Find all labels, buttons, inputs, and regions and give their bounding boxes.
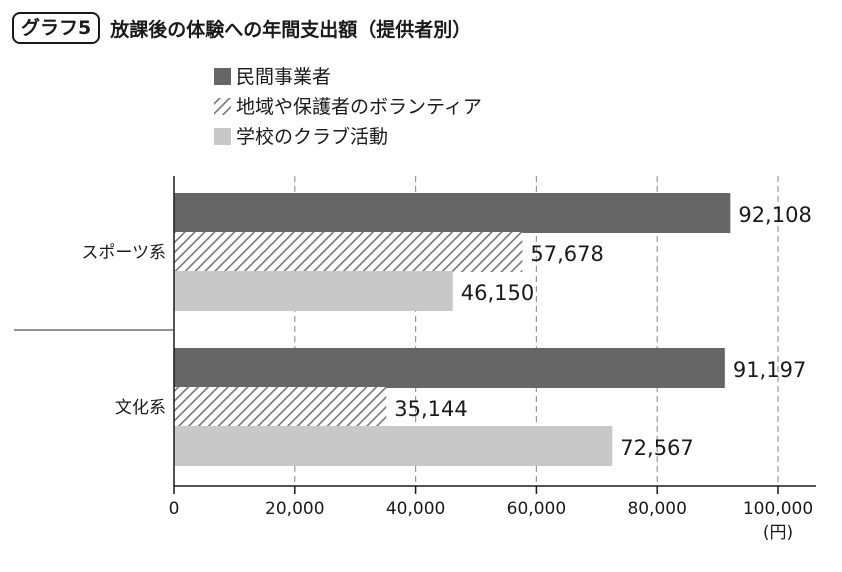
legend-label-3: 学校のクラブ活動 (236, 125, 388, 148)
x-axis-unit: (円) (763, 523, 793, 543)
data-label-1-3: 46,150 (461, 281, 534, 305)
bar-2-1 (174, 348, 725, 388)
x-tick-label-4: 80,000 (627, 499, 686, 519)
data-label-1-2: 57,678 (530, 242, 603, 266)
category-label-2: 文化系 (115, 398, 166, 418)
category-label-1: スポーツ系 (81, 243, 166, 263)
bar-1-2 (174, 232, 523, 272)
legend-swatch-3 (214, 128, 231, 145)
legend-label-1: 民間事業者 (236, 66, 331, 88)
legend-label-2: 地域や保護者のボランティア (236, 96, 482, 118)
axes: 0 20,000 40,000 60,000 80,000 100,000 (円) (14, 176, 816, 543)
figure-tag: グラフ5 (12, 12, 101, 44)
bars: 92,108 57,678 46,150 スポーツ系 91,197 35,144 72,56… (81, 193, 812, 466)
data-label-1-1: 92,108 (738, 203, 811, 227)
legend-swatch-1 (214, 68, 231, 85)
legend-swatch-2 (214, 98, 231, 115)
data-label-2-1: 91,197 (733, 358, 806, 382)
bar-1-3 (174, 271, 453, 311)
data-label-2-3: 72,567 (620, 436, 693, 460)
x-tick-label-5: 100,000 (743, 499, 813, 519)
bar-1-1 (174, 193, 731, 233)
x-tick-label-1: 20,000 (265, 499, 324, 519)
bar-2-2 (174, 387, 387, 427)
x-tick-label-2: 40,000 (386, 499, 445, 519)
x-tick-label-0: 0 (169, 499, 180, 519)
bar-2-3 (174, 426, 613, 466)
x-tick-label-3: 60,000 (507, 499, 566, 519)
data-label-2-2: 35,144 (394, 397, 467, 421)
chart-header: グラフ5 放課後の体験への年間支出額（提供者別） (12, 10, 471, 46)
chart-title: 放課後の体験への年間支出額（提供者別） (110, 18, 472, 41)
